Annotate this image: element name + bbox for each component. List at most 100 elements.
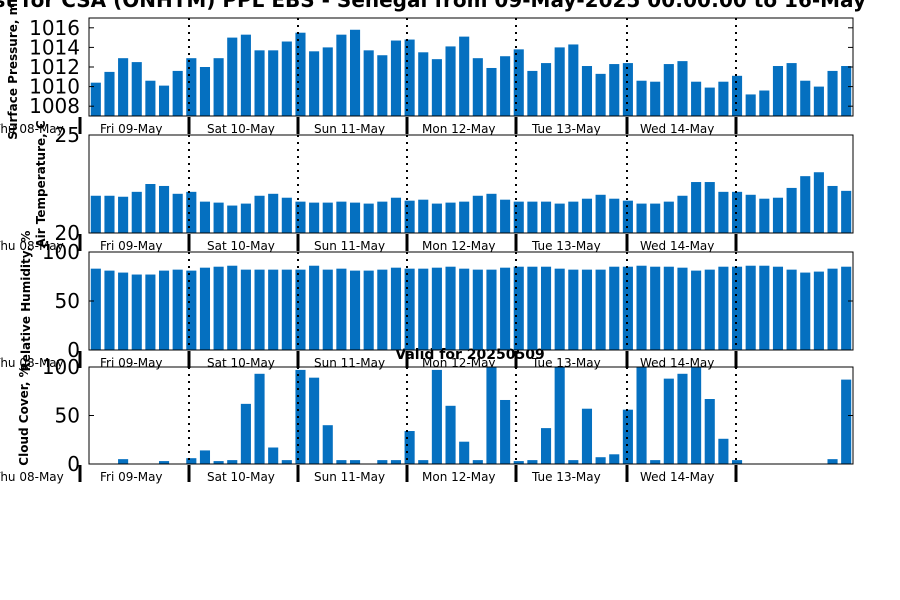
bar <box>349 270 361 350</box>
y-tick-label: 50 <box>55 289 80 313</box>
bar <box>800 272 811 350</box>
bar <box>636 203 647 233</box>
day-label: Sat 10-May <box>207 122 275 136</box>
bar <box>704 182 715 233</box>
bar <box>281 41 292 116</box>
bar <box>595 269 606 350</box>
bar <box>322 202 333 233</box>
bar <box>336 34 347 116</box>
bar <box>213 58 224 116</box>
bar <box>527 266 538 350</box>
bar <box>268 269 279 350</box>
bar <box>568 460 579 464</box>
bar <box>718 438 729 464</box>
bar <box>650 460 661 464</box>
bar <box>268 447 279 464</box>
y-axis-label: Cloud Cover, % <box>17 365 31 465</box>
bar <box>459 268 470 350</box>
bar <box>841 379 852 464</box>
bar <box>104 270 115 350</box>
y-tick-label: 50 <box>55 404 80 428</box>
bar <box>554 367 565 464</box>
bar <box>827 268 838 350</box>
bar <box>268 50 279 117</box>
bar <box>213 266 224 350</box>
bar <box>363 203 374 233</box>
bar <box>377 201 388 233</box>
day-label: Thu 08-May <box>0 122 64 136</box>
day-label: Sun 11-May <box>314 356 385 370</box>
day-label: Fri 09-May <box>100 470 163 484</box>
bar <box>377 460 388 464</box>
bar <box>486 193 497 233</box>
bar <box>295 369 306 464</box>
day-label: Tue 13-May <box>531 122 601 136</box>
bar <box>581 198 593 233</box>
day-label: Tue 13-May <box>531 239 601 253</box>
bar <box>759 90 770 116</box>
bar <box>827 185 838 233</box>
bar <box>390 197 402 233</box>
bar <box>404 431 415 464</box>
bar <box>677 61 688 116</box>
bar <box>663 266 674 350</box>
bar <box>431 267 442 350</box>
y-tick-label: 0 <box>67 452 80 476</box>
day-label: Tue 13-May <box>531 356 601 370</box>
bar <box>513 49 524 116</box>
bar <box>718 81 729 116</box>
day-label: Tue 13-May <box>531 470 601 484</box>
bar <box>199 450 211 464</box>
bar <box>636 367 647 464</box>
bar <box>636 80 647 116</box>
bar <box>240 403 251 464</box>
bar <box>322 47 333 116</box>
bar <box>254 373 265 464</box>
bar <box>527 201 538 233</box>
day-label: Fri 09-May <box>100 356 163 370</box>
bar <box>759 265 770 350</box>
day-label: Fri 09-May <box>100 239 163 253</box>
bar <box>131 274 142 350</box>
bar <box>650 203 661 233</box>
bar <box>691 270 702 350</box>
bar <box>663 378 674 464</box>
bar <box>650 266 661 350</box>
bar <box>718 191 729 233</box>
bar <box>445 405 456 464</box>
bar <box>336 460 347 464</box>
day-label: Wed 14-May <box>640 122 714 136</box>
bar <box>131 191 142 233</box>
bar <box>445 46 456 116</box>
bar <box>704 269 715 350</box>
bar <box>104 195 115 233</box>
figure-title: ast for CSA (ONHTM) PPL EBS - Senegal fr… <box>0 0 866 12</box>
bar <box>418 268 429 350</box>
bar <box>390 267 402 350</box>
bar <box>759 198 770 233</box>
bar <box>540 266 552 350</box>
bar <box>459 36 470 117</box>
panel-2: Thu 08-May Fri 09-May Sat 10-May Sun 11-May… <box>0 120 854 253</box>
bar <box>418 199 429 233</box>
bar <box>295 269 306 350</box>
bar <box>513 461 524 464</box>
bar <box>609 266 620 350</box>
bar <box>322 269 333 350</box>
bar <box>581 408 593 464</box>
bar <box>404 268 415 350</box>
y-tick-label: 20 <box>55 221 80 245</box>
bar <box>786 63 797 116</box>
bar <box>691 367 702 464</box>
bar <box>227 205 238 233</box>
bar <box>718 266 729 350</box>
bar <box>213 461 224 464</box>
bar <box>404 39 415 117</box>
bar <box>199 267 211 350</box>
y-tick-label: 1016 <box>29 16 80 40</box>
bar <box>500 267 511 350</box>
bar <box>500 56 511 116</box>
day-label: Sat 10-May <box>207 356 275 370</box>
bar <box>595 194 606 233</box>
bar <box>295 32 306 117</box>
